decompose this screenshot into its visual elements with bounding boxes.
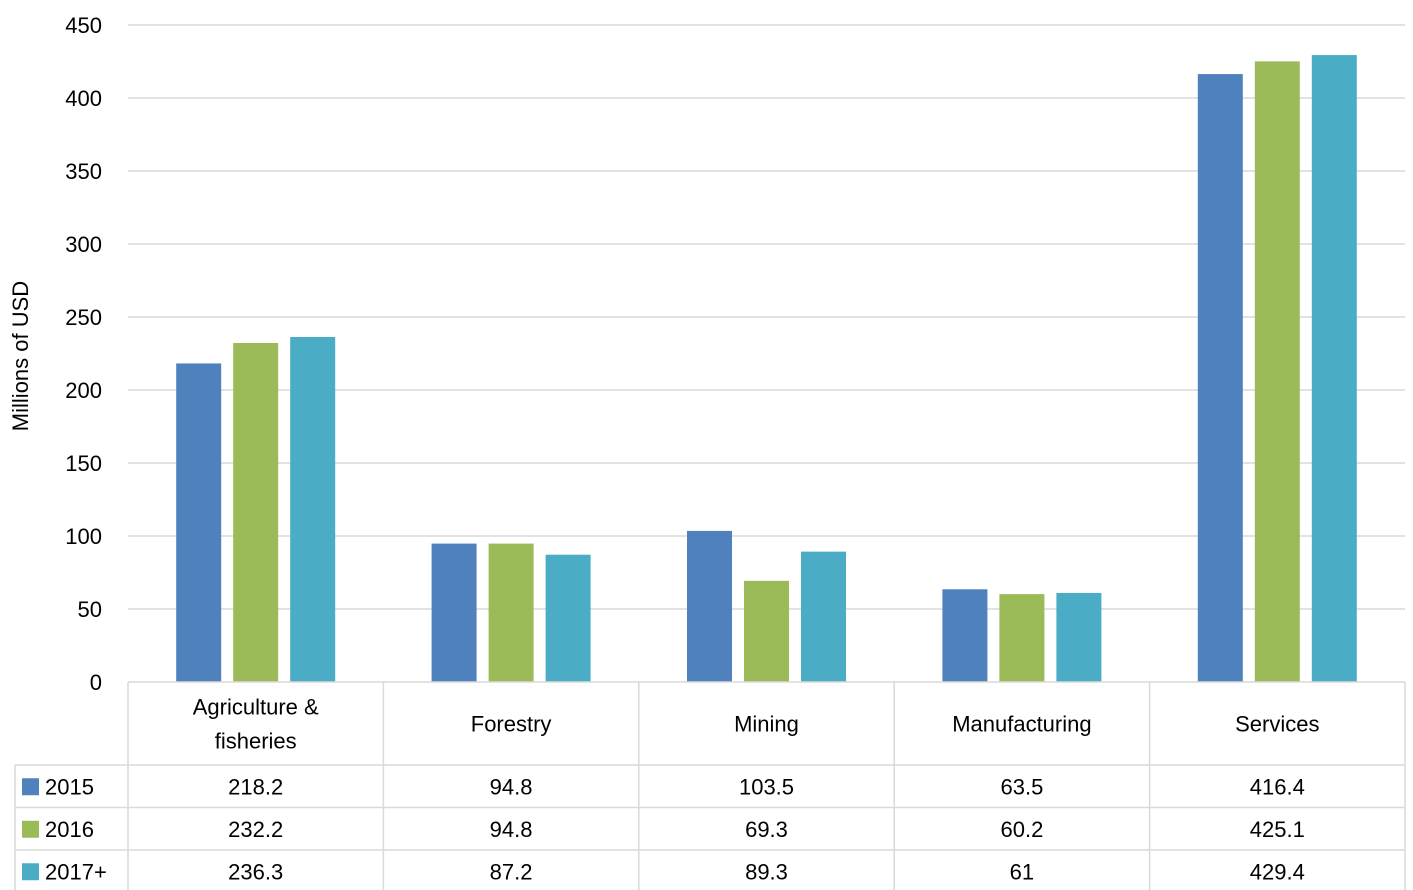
table-cell-value: 429.4: [1250, 859, 1305, 884]
bar-2016-3: [999, 594, 1045, 682]
bar-2015-2: [687, 530, 732, 682]
table-cell-value: 94.8: [490, 774, 533, 799]
bar-2017-3: [1056, 592, 1102, 682]
y-tick-label: 200: [65, 378, 102, 403]
table-cell-value: 87.2: [490, 859, 533, 884]
table-cell-value: 416.4: [1250, 774, 1305, 799]
category-label: Agriculture &: [193, 695, 319, 720]
data-table: Agriculture & fisheries Forestry Mining Manu…: [14, 681, 1406, 890]
bar-2016-4: [1254, 61, 1300, 682]
category-label: fisheries: [215, 729, 297, 754]
y-tick-label: 300: [65, 232, 102, 257]
table-cell-value: 232.2: [228, 817, 283, 842]
bar-2016-1: [488, 543, 534, 682]
y-axis-ticks: 0 50 100 150 200 250 300 350 400 450: [65, 13, 102, 695]
bar-2016-0: [233, 342, 279, 682]
bar-2015-1: [431, 543, 477, 682]
y-tick-label: 150: [65, 451, 102, 476]
bar-2015-4: [1197, 74, 1243, 682]
category-label: Services: [1235, 712, 1319, 737]
bars: [176, 55, 1357, 683]
bar-2017-1: [545, 554, 591, 682]
y-tick-label: 450: [65, 13, 102, 38]
table-cell-value: 218.2: [228, 774, 283, 799]
series-name: 2017+: [45, 859, 107, 884]
series-name: 2015: [45, 774, 94, 799]
bar-2015-0: [176, 363, 222, 682]
category-label: Manufacturing: [952, 712, 1091, 737]
y-tick-label: 100: [65, 524, 102, 549]
table-cell-value: 63.5: [1000, 774, 1043, 799]
table-cell-value: 69.3: [745, 817, 788, 842]
y-axis-label: Millions of USD: [8, 281, 33, 431]
bar-2017-4: [1311, 55, 1357, 683]
table-cell-value: 236.3: [228, 859, 283, 884]
table-cell-value: 61: [1010, 859, 1034, 884]
table-cell-value: 60.2: [1000, 817, 1043, 842]
legend-key: [22, 863, 39, 881]
legend-key: [22, 820, 39, 838]
bar-2016-2: [744, 580, 789, 682]
y-tick-label: 400: [65, 86, 102, 111]
y-tick-label: 0: [90, 670, 102, 695]
table-cell-value: 425.1: [1250, 817, 1305, 842]
bar-2015-3: [942, 589, 988, 682]
y-tick-label: 50: [78, 597, 102, 622]
legend-key: [22, 778, 39, 796]
bar-2017-0: [290, 337, 336, 682]
gridlines: [128, 24, 1405, 610]
y-tick-label: 250: [65, 305, 102, 330]
series-name: 2016: [45, 817, 94, 842]
category-label: Forestry: [471, 712, 552, 737]
y-tick-label: 350: [65, 159, 102, 184]
table-cell-value: 103.5: [739, 774, 794, 799]
category-label: Mining: [734, 712, 799, 737]
table-cell-value: 89.3: [745, 859, 788, 884]
table-cell-value: 94.8: [490, 817, 533, 842]
bar-2017-2: [801, 551, 846, 682]
